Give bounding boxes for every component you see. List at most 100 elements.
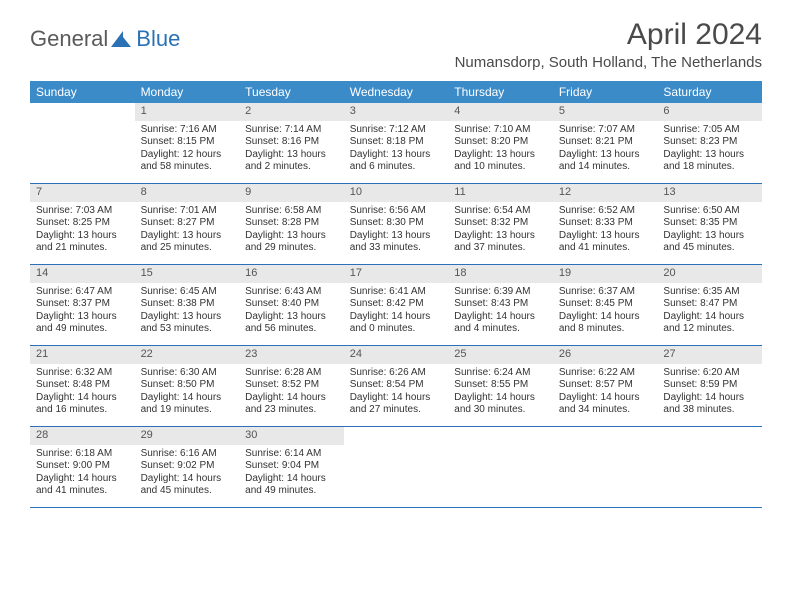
logo-text-blue: Blue [136,26,180,52]
sunrise-line: Sunrise: 6:39 AM [454,286,547,299]
day-number: 29 [135,427,240,445]
day-number: 5 [553,103,658,121]
sunset-line: Sunset: 8:20 PM [454,136,547,149]
calendar-cell: 8Sunrise: 7:01 AMSunset: 8:27 PMDaylight… [135,184,240,264]
sunrise-line: Sunrise: 6:52 AM [559,205,652,218]
calendar-cell: 1Sunrise: 7:16 AMSunset: 8:15 PMDaylight… [135,103,240,183]
cell-body: Sunrise: 6:45 AMSunset: 8:38 PMDaylight:… [135,283,240,340]
cell-body: Sunrise: 6:54 AMSunset: 8:32 PMDaylight:… [448,202,553,259]
sunset-line: Sunset: 8:27 PM [141,217,234,230]
cell-body: Sunrise: 6:35 AMSunset: 8:47 PMDaylight:… [657,283,762,340]
day-number: 1 [135,103,240,121]
logo-text-general: General [30,26,108,52]
daylight-line: Daylight: 14 hours and 23 minutes. [245,392,338,417]
calendar-cell: 12Sunrise: 6:52 AMSunset: 8:33 PMDayligh… [553,184,658,264]
day-number: 17 [344,265,449,283]
cell-body: Sunrise: 6:24 AMSunset: 8:55 PMDaylight:… [448,364,553,421]
daylight-line: Daylight: 12 hours and 58 minutes. [141,149,234,174]
cell-body: Sunrise: 6:58 AMSunset: 8:28 PMDaylight:… [239,202,344,259]
day-number: 30 [239,427,344,445]
day-number: 23 [239,346,344,364]
day-number: 10 [344,184,449,202]
sunrise-line: Sunrise: 6:47 AM [36,286,129,299]
sunrise-line: Sunrise: 6:14 AM [245,448,338,461]
sunrise-line: Sunrise: 6:43 AM [245,286,338,299]
day-number: 15 [135,265,240,283]
daylight-line: Daylight: 14 hours and 30 minutes. [454,392,547,417]
cell-body: Sunrise: 6:22 AMSunset: 8:57 PMDaylight:… [553,364,658,421]
cell-body: Sunrise: 6:16 AMSunset: 9:02 PMDaylight:… [135,445,240,502]
calendar-cell: 20Sunrise: 6:35 AMSunset: 8:47 PMDayligh… [657,265,762,345]
logo-triangle-icon [110,30,132,48]
sunrise-line: Sunrise: 6:56 AM [350,205,443,218]
sunset-line: Sunset: 8:50 PM [141,379,234,392]
sunset-line: Sunset: 8:33 PM [559,217,652,230]
daylight-line: Daylight: 14 hours and 4 minutes. [454,311,547,336]
sunrise-line: Sunrise: 7:10 AM [454,124,547,137]
daylight-line: Daylight: 14 hours and 38 minutes. [663,392,756,417]
day-number: 9 [239,184,344,202]
daylight-line: Daylight: 14 hours and 27 minutes. [350,392,443,417]
daylight-line: Daylight: 13 hours and 18 minutes. [663,149,756,174]
cell-body: Sunrise: 6:41 AMSunset: 8:42 PMDaylight:… [344,283,449,340]
calendar-cell [30,103,135,183]
calendar-cell: 18Sunrise: 6:39 AMSunset: 8:43 PMDayligh… [448,265,553,345]
sunset-line: Sunset: 8:25 PM [36,217,129,230]
sunrise-line: Sunrise: 7:07 AM [559,124,652,137]
calendar-cell: 24Sunrise: 6:26 AMSunset: 8:54 PMDayligh… [344,346,449,426]
sunrise-line: Sunrise: 6:35 AM [663,286,756,299]
day-header: Friday [553,81,658,103]
day-header: Monday [135,81,240,103]
daylight-line: Daylight: 14 hours and 41 minutes. [36,473,129,498]
calendar-cell: 27Sunrise: 6:20 AMSunset: 8:59 PMDayligh… [657,346,762,426]
cell-body: Sunrise: 6:30 AMSunset: 8:50 PMDaylight:… [135,364,240,421]
day-header: Thursday [448,81,553,103]
sunrise-line: Sunrise: 6:28 AM [245,367,338,380]
calendar-cell [344,427,449,507]
daylight-line: Daylight: 14 hours and 8 minutes. [559,311,652,336]
day-number: 12 [553,184,658,202]
cell-body: Sunrise: 6:18 AMSunset: 9:00 PMDaylight:… [30,445,135,502]
calendar-cell: 6Sunrise: 7:05 AMSunset: 8:23 PMDaylight… [657,103,762,183]
sunrise-line: Sunrise: 7:12 AM [350,124,443,137]
calendar-cell: 11Sunrise: 6:54 AMSunset: 8:32 PMDayligh… [448,184,553,264]
calendar-cell: 2Sunrise: 7:14 AMSunset: 8:16 PMDaylight… [239,103,344,183]
calendar-cell [657,427,762,507]
sunrise-line: Sunrise: 7:16 AM [141,124,234,137]
sunrise-line: Sunrise: 6:54 AM [454,205,547,218]
calendar-cell: 9Sunrise: 6:58 AMSunset: 8:28 PMDaylight… [239,184,344,264]
daylight-line: Daylight: 13 hours and 49 minutes. [36,311,129,336]
cell-body: Sunrise: 7:05 AMSunset: 8:23 PMDaylight:… [657,121,762,178]
sunrise-line: Sunrise: 6:45 AM [141,286,234,299]
sunset-line: Sunset: 8:30 PM [350,217,443,230]
location: Numansdorp, South Holland, The Netherlan… [455,54,762,71]
sunset-line: Sunset: 8:37 PM [36,298,129,311]
sunset-line: Sunset: 8:57 PM [559,379,652,392]
cell-body: Sunrise: 6:28 AMSunset: 8:52 PMDaylight:… [239,364,344,421]
sunset-line: Sunset: 8:35 PM [663,217,756,230]
sunrise-line: Sunrise: 6:20 AM [663,367,756,380]
daylight-line: Daylight: 14 hours and 16 minutes. [36,392,129,417]
cell-body: Sunrise: 6:43 AMSunset: 8:40 PMDaylight:… [239,283,344,340]
calendar-cell: 29Sunrise: 6:16 AMSunset: 9:02 PMDayligh… [135,427,240,507]
sunset-line: Sunset: 8:40 PM [245,298,338,311]
calendar-cell: 28Sunrise: 6:18 AMSunset: 9:00 PMDayligh… [30,427,135,507]
cell-body: Sunrise: 6:39 AMSunset: 8:43 PMDaylight:… [448,283,553,340]
sunset-line: Sunset: 9:02 PM [141,460,234,473]
calendar-cell: 26Sunrise: 6:22 AMSunset: 8:57 PMDayligh… [553,346,658,426]
daylight-line: Daylight: 14 hours and 34 minutes. [559,392,652,417]
calendar-cell: 4Sunrise: 7:10 AMSunset: 8:20 PMDaylight… [448,103,553,183]
calendar: SundayMondayTuesdayWednesdayThursdayFrid… [30,81,762,508]
calendar-cell [448,427,553,507]
daylight-line: Daylight: 13 hours and 29 minutes. [245,230,338,255]
calendar-cell: 15Sunrise: 6:45 AMSunset: 8:38 PMDayligh… [135,265,240,345]
calendar-week: 21Sunrise: 6:32 AMSunset: 8:48 PMDayligh… [30,346,762,427]
sunrise-line: Sunrise: 7:14 AM [245,124,338,137]
calendar-cell: 3Sunrise: 7:12 AMSunset: 8:18 PMDaylight… [344,103,449,183]
sunset-line: Sunset: 8:38 PM [141,298,234,311]
calendar-cell: 21Sunrise: 6:32 AMSunset: 8:48 PMDayligh… [30,346,135,426]
calendar-cell [553,427,658,507]
sunrise-line: Sunrise: 7:03 AM [36,205,129,218]
day-number: 27 [657,346,762,364]
calendar-cell: 13Sunrise: 6:50 AMSunset: 8:35 PMDayligh… [657,184,762,264]
